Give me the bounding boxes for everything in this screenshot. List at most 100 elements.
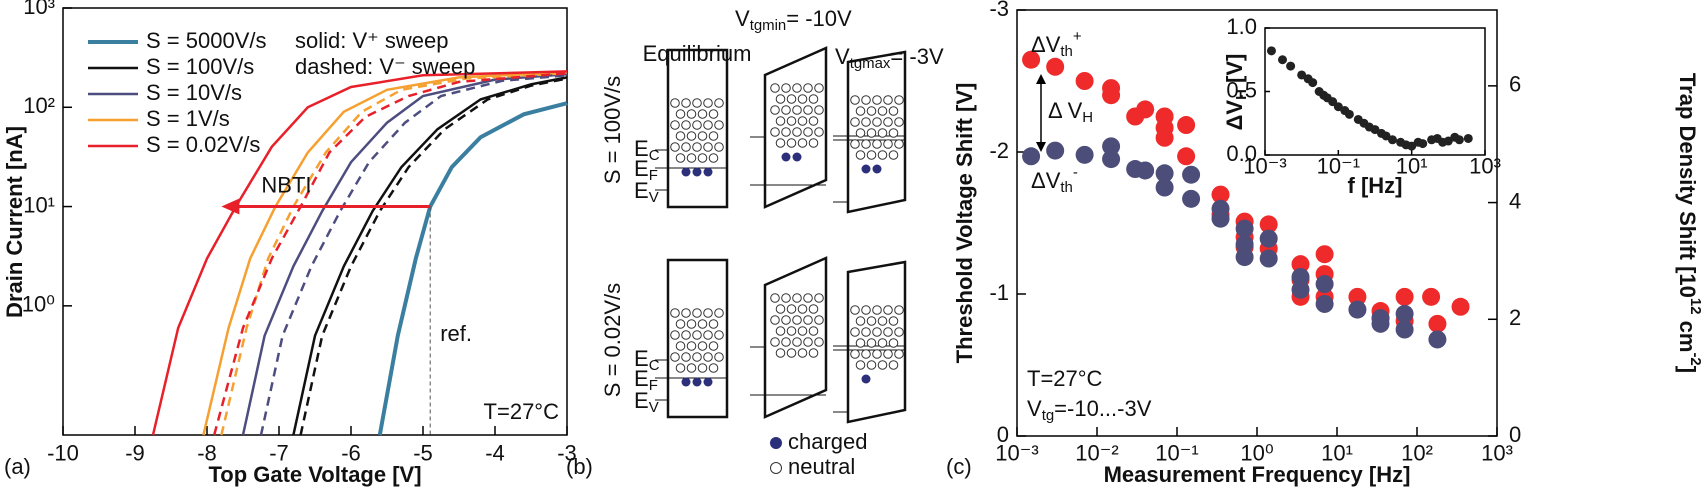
point	[1046, 57, 1065, 76]
point	[1344, 109, 1354, 119]
neutral-state	[808, 304, 819, 314]
neutral-state	[786, 348, 797, 358]
neutral-state	[692, 352, 702, 362]
charged-state	[703, 167, 713, 177]
point	[1046, 141, 1065, 160]
neutral-state	[888, 150, 899, 160]
neutral-state	[850, 95, 860, 105]
legend-label: S = 1V/s	[146, 106, 230, 131]
point	[1348, 287, 1367, 306]
x-tick-label: -10	[47, 441, 79, 466]
point	[1075, 145, 1094, 164]
neutral-state	[670, 142, 680, 152]
arrowhead	[1036, 74, 1046, 84]
neutral-state	[681, 330, 691, 340]
neutral-state	[675, 341, 686, 351]
neutral-state	[792, 337, 802, 347]
neutral-state	[786, 138, 797, 148]
y2-tick-label: 4	[1509, 188, 1521, 213]
neutral-state	[781, 83, 791, 93]
label-part: V	[735, 6, 750, 31]
neutral-state	[770, 127, 780, 137]
neutral-state	[770, 337, 780, 347]
neutral-state	[803, 315, 813, 325]
level-label: EF	[634, 156, 658, 184]
panel-label: (b)	[566, 454, 593, 479]
curve	[151, 70, 568, 436]
neutral-state	[786, 116, 797, 126]
neutral-state	[797, 116, 808, 126]
charged-state	[703, 377, 713, 387]
y-tick-label: -1	[989, 280, 1009, 305]
point	[1451, 297, 1470, 316]
neutral-state	[814, 127, 824, 137]
neutral-state	[808, 94, 819, 104]
neutral-state	[855, 360, 866, 370]
neutral-state	[814, 337, 824, 347]
neutral-state	[703, 142, 713, 152]
point	[1286, 61, 1296, 71]
band-box	[846, 50, 907, 214]
legend-label: S = 10V/s	[146, 80, 242, 105]
arrowhead	[1036, 142, 1046, 152]
neutral-state	[872, 349, 882, 359]
neutral-state	[681, 98, 691, 108]
y-tick-label: 0.5	[1226, 77, 1257, 102]
x-tick-label: -9	[125, 441, 145, 466]
neutral-state	[675, 109, 686, 119]
level-label: EV	[634, 178, 659, 206]
vmax-label: Vtgmax= -3V	[835, 44, 944, 72]
neutral-state	[877, 106, 888, 116]
band-box	[846, 260, 907, 424]
x-tick-label: 10³	[1481, 441, 1513, 466]
y-tick-label: 10²	[23, 93, 55, 118]
label-part: F	[649, 167, 658, 184]
neutral-state	[670, 120, 680, 130]
curve	[377, 101, 568, 436]
x-tick-label: -5	[413, 441, 433, 466]
point	[1136, 161, 1155, 180]
point	[1291, 267, 1310, 286]
y-tick-label: 10⁰	[22, 292, 55, 317]
label-part: E	[634, 388, 649, 413]
y-tick-label: -3	[989, 0, 1009, 21]
neutral-state	[692, 98, 702, 108]
neutral-state	[872, 139, 882, 149]
point	[1102, 150, 1121, 169]
neutral-state	[855, 106, 866, 116]
neutral-state	[888, 360, 899, 370]
point	[1395, 304, 1414, 323]
x-tick-label: -7	[269, 441, 289, 466]
neutral-state	[883, 327, 893, 337]
band-box	[666, 258, 729, 419]
point	[1177, 147, 1196, 166]
y-tick-label: 10³	[23, 0, 55, 19]
neutral-state	[792, 83, 802, 93]
label-part: E	[634, 156, 649, 181]
neutral-state	[814, 315, 824, 325]
y-tick-label: 0	[997, 422, 1009, 447]
label-part: ΔV	[1222, 100, 1247, 131]
label-part: E	[634, 346, 649, 371]
label-part: Δ V	[1048, 98, 1083, 123]
neutral-state	[872, 95, 882, 105]
point	[1315, 245, 1334, 264]
note: Vtg=-10...-3V	[1027, 396, 1152, 424]
series-label: ΔVth-	[1031, 164, 1078, 196]
charged-state	[861, 374, 871, 384]
legend-neutral	[770, 462, 782, 474]
neutral-state	[781, 105, 791, 115]
neutral-state	[714, 120, 724, 130]
x-tick-label: 10⁻²	[1075, 441, 1118, 466]
column-label: Equilibrium	[643, 41, 752, 66]
point	[1102, 137, 1121, 156]
neutral-state	[883, 95, 893, 105]
label-part: H	[1233, 89, 1250, 100]
neutral-state	[797, 348, 808, 358]
neutral-state	[770, 293, 780, 303]
band-box	[763, 256, 828, 419]
point	[1291, 255, 1310, 274]
x-tick-label: 10⁻¹	[1155, 441, 1198, 466]
point	[1428, 330, 1447, 349]
point	[1371, 314, 1390, 333]
